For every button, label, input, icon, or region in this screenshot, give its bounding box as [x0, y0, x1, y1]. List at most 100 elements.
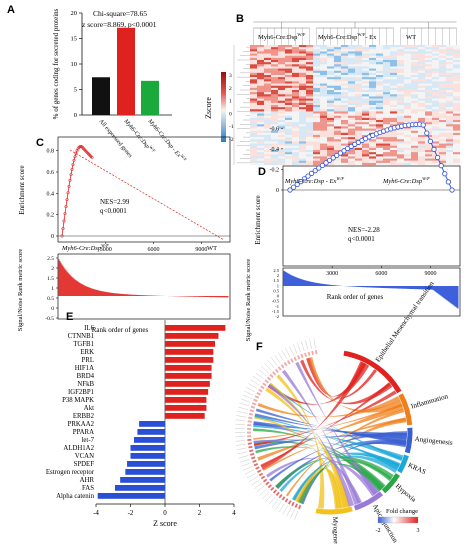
heatmap-cell	[362, 102, 370, 106]
heatmap-cell	[369, 98, 377, 101]
heatmap-cell	[397, 152, 405, 155]
heatmap-cell	[257, 158, 265, 161]
heatmap-cell	[271, 120, 279, 123]
heatmap-cell	[439, 66, 447, 69]
panel-letter-c: C	[36, 137, 44, 149]
heatmap-cell	[313, 68, 321, 71]
heatmap-cell	[306, 68, 314, 71]
heatmap-cell	[257, 147, 265, 151]
heatmap-cell	[439, 139, 447, 142]
heatmap-cell	[362, 53, 370, 56]
heatmap-cell	[299, 113, 307, 116]
heatmap-cell	[404, 72, 412, 76]
heatmap-cell	[425, 156, 433, 159]
heatmap-cell	[306, 57, 314, 61]
panel-a-bar-chart: Chi-square=78.65 z score=8.869, p<0.0001…	[52, 8, 189, 162]
heatmap-cell	[411, 90, 419, 93]
heatmap-cell	[271, 87, 279, 91]
heatmap-cell	[418, 72, 426, 76]
chord-category-arc	[404, 427, 413, 454]
heatmap-cell	[411, 152, 419, 155]
panel-c-es-point	[74, 151, 78, 155]
heatmap-cell	[355, 132, 363, 136]
heatmap-cell	[250, 72, 258, 76]
heatmap-cell	[320, 124, 328, 127]
heatmap-cell	[453, 83, 461, 86]
heatmap-cell	[439, 90, 447, 93]
heatmap-cell	[313, 113, 321, 116]
heatmap-cell	[264, 150, 272, 153]
heatmap-cell	[355, 55, 363, 59]
heatmap-cell	[313, 49, 321, 52]
heatmap-cell	[306, 117, 314, 121]
heatmap-cell	[397, 51, 405, 54]
heatmap-cell	[313, 90, 321, 93]
heatmap-cell	[299, 55, 307, 59]
heatmap-cell	[299, 62, 307, 65]
heatmap-cell	[285, 96, 293, 99]
heatmap-cell	[453, 66, 461, 69]
heatmap-cell	[411, 85, 419, 89]
heatmap-cell	[285, 49, 293, 52]
heatmap-cell	[313, 126, 321, 129]
heatmap-cell	[432, 124, 440, 127]
heatmap-cell	[348, 135, 356, 138]
heatmap-cell	[369, 72, 377, 76]
heatmap-cell	[369, 83, 377, 86]
heatmap-cell	[348, 141, 356, 144]
heatmap-cell	[453, 150, 461, 153]
heatmap-cell	[313, 85, 321, 89]
heatmap-cell	[271, 113, 279, 116]
heatmap-cell	[411, 92, 419, 95]
heatmap-cell	[383, 102, 391, 106]
heatmap-cell	[271, 139, 279, 142]
zscore-colorbar	[221, 72, 226, 142]
heatmap-cell	[418, 66, 426, 69]
heatmap-cell	[383, 141, 391, 144]
heatmap-cell	[425, 62, 433, 65]
heatmap-cell	[285, 94, 293, 97]
panel-c-ytick2-label: -0.5	[45, 316, 54, 322]
heatmap-cell	[341, 145, 349, 149]
heatmap-cell	[404, 57, 412, 61]
panel-e-xlabel: Z score	[153, 519, 177, 528]
chord-gene-label-stub	[305, 340, 309, 350]
heatmap-cell	[404, 115, 412, 119]
heatmap-cell	[313, 96, 321, 99]
heatmap-cell	[327, 81, 335, 84]
chord-category-arc	[397, 454, 409, 474]
heatmap-cell	[439, 87, 447, 91]
heatmap-cell	[439, 160, 447, 164]
heatmap-cell	[348, 72, 356, 76]
chord-gene-tick	[283, 362, 288, 367]
heatmap-cell	[376, 135, 384, 138]
heatmap-cell	[453, 158, 461, 161]
heatmap-cell	[390, 57, 398, 61]
heatmap-cell	[320, 60, 328, 63]
heatmap-cell	[313, 102, 321, 106]
heatmap-cell	[306, 139, 314, 142]
heatmap-cell	[278, 72, 286, 76]
heatmap-cell	[425, 87, 433, 91]
heatmap-cell	[334, 55, 342, 59]
heatmap-cell	[369, 94, 377, 97]
heatmap-cell	[250, 55, 258, 59]
heatmap-cell	[313, 109, 321, 112]
heatmap-cell	[453, 47, 461, 50]
heatmap-cell	[397, 156, 405, 159]
heatmap-cell	[362, 83, 370, 86]
heatmap-cell	[418, 100, 426, 104]
heatmap-cell	[327, 128, 335, 131]
heatmap-cell	[453, 60, 461, 63]
panel-e-category-label: P38 MAPK	[62, 397, 94, 404]
heatmap-cell	[250, 135, 258, 138]
heatmap-cell	[334, 90, 342, 93]
heatmap-cell	[439, 83, 447, 86]
heatmap-cell	[278, 102, 286, 106]
heatmap-cell	[439, 111, 447, 114]
heatmap-cell	[348, 70, 356, 74]
heatmap-cell	[397, 154, 405, 157]
heatmap-cell	[278, 90, 286, 93]
heatmap-cell	[327, 53, 335, 56]
heatmap-cell	[313, 55, 321, 59]
